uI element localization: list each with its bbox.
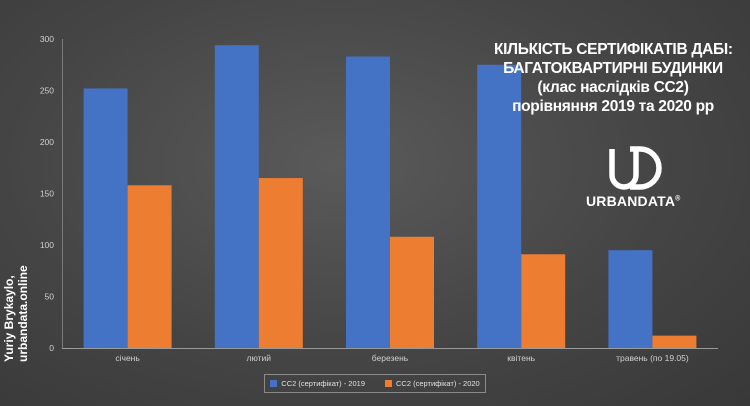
author-site: urbandata.online (16, 265, 30, 362)
logo-registered-mark: ® (675, 195, 681, 203)
x-tick-label: лютий (247, 353, 272, 363)
y-tick-label: 100 (40, 240, 54, 250)
x-axis-tick-labels: січень лютий березень квітень травень (по 19… (115, 353, 688, 363)
bar-2020 (127, 185, 172, 348)
chart-title: КІЛЬКІСТЬ СЕРТИФІКАТІВ ДАБІ: БАГАТОКВАРТ… (494, 40, 733, 116)
legend-item-2019: СС2 (сертифікат) - 2019 (270, 379, 365, 388)
title-line-3: (клас наслідків СС2) (537, 79, 689, 96)
y-axis-tick-labels: 0 50 100 150 200 250 300 (40, 34, 54, 353)
bar-2019 (608, 250, 653, 348)
bar-2020 (652, 335, 697, 348)
bars (83, 45, 697, 349)
title-line-4: порівняння 2019 та 2020 рр (512, 98, 714, 115)
x-tick-label: березень (372, 353, 409, 363)
author-name: Yuriy Brykaylo, (2, 275, 16, 362)
x-tick-label: квітень (507, 353, 535, 363)
legend-item-2020: СС2 (сертифікат) - 2020 (385, 379, 480, 388)
bar-2020 (521, 254, 566, 348)
legend-label-2019: СС2 (сертифікат) - 2019 (281, 379, 365, 388)
logo-wordmark: URBANDATA® (586, 193, 681, 209)
x-tick-label: січень (115, 353, 140, 363)
legend-swatch-2020 (385, 380, 392, 387)
legend: СС2 (сертифікат) - 2019 СС2 (сертифікат)… (264, 374, 486, 393)
y-tick-label: 50 (45, 292, 55, 302)
y-tick-label: 200 (40, 137, 54, 147)
legend-swatch-2019 (270, 380, 278, 387)
y-tick-label: 250 (40, 86, 54, 96)
bar-2019 (83, 88, 128, 348)
logo-text: URBANDATA (586, 193, 676, 209)
legend-label-2020: СС2 (сертифікат) - 2020 (396, 379, 480, 388)
author-credit: Yuriy Brykaylo, urbandata.online (2, 242, 30, 362)
bar-2020 (390, 236, 434, 348)
urbandata-logo-icon (609, 146, 662, 190)
title-line-1: КІЛЬКІСТЬ СЕРТИФІКАТІВ ДАБІ: (494, 41, 733, 58)
bar-2019 (346, 56, 390, 348)
bar-2019 (214, 45, 259, 349)
title-line-2: БАГАТОКВАРТИРНІ БУДИНКИ (503, 60, 723, 77)
y-tick-label: 150 (40, 189, 54, 199)
bar-2020 (258, 178, 303, 348)
y-tick-label: 0 (49, 343, 54, 353)
bar-2019 (477, 64, 522, 348)
x-tick-label: травень (по 19.05) (616, 353, 689, 363)
y-tick-label: 300 (40, 34, 54, 44)
